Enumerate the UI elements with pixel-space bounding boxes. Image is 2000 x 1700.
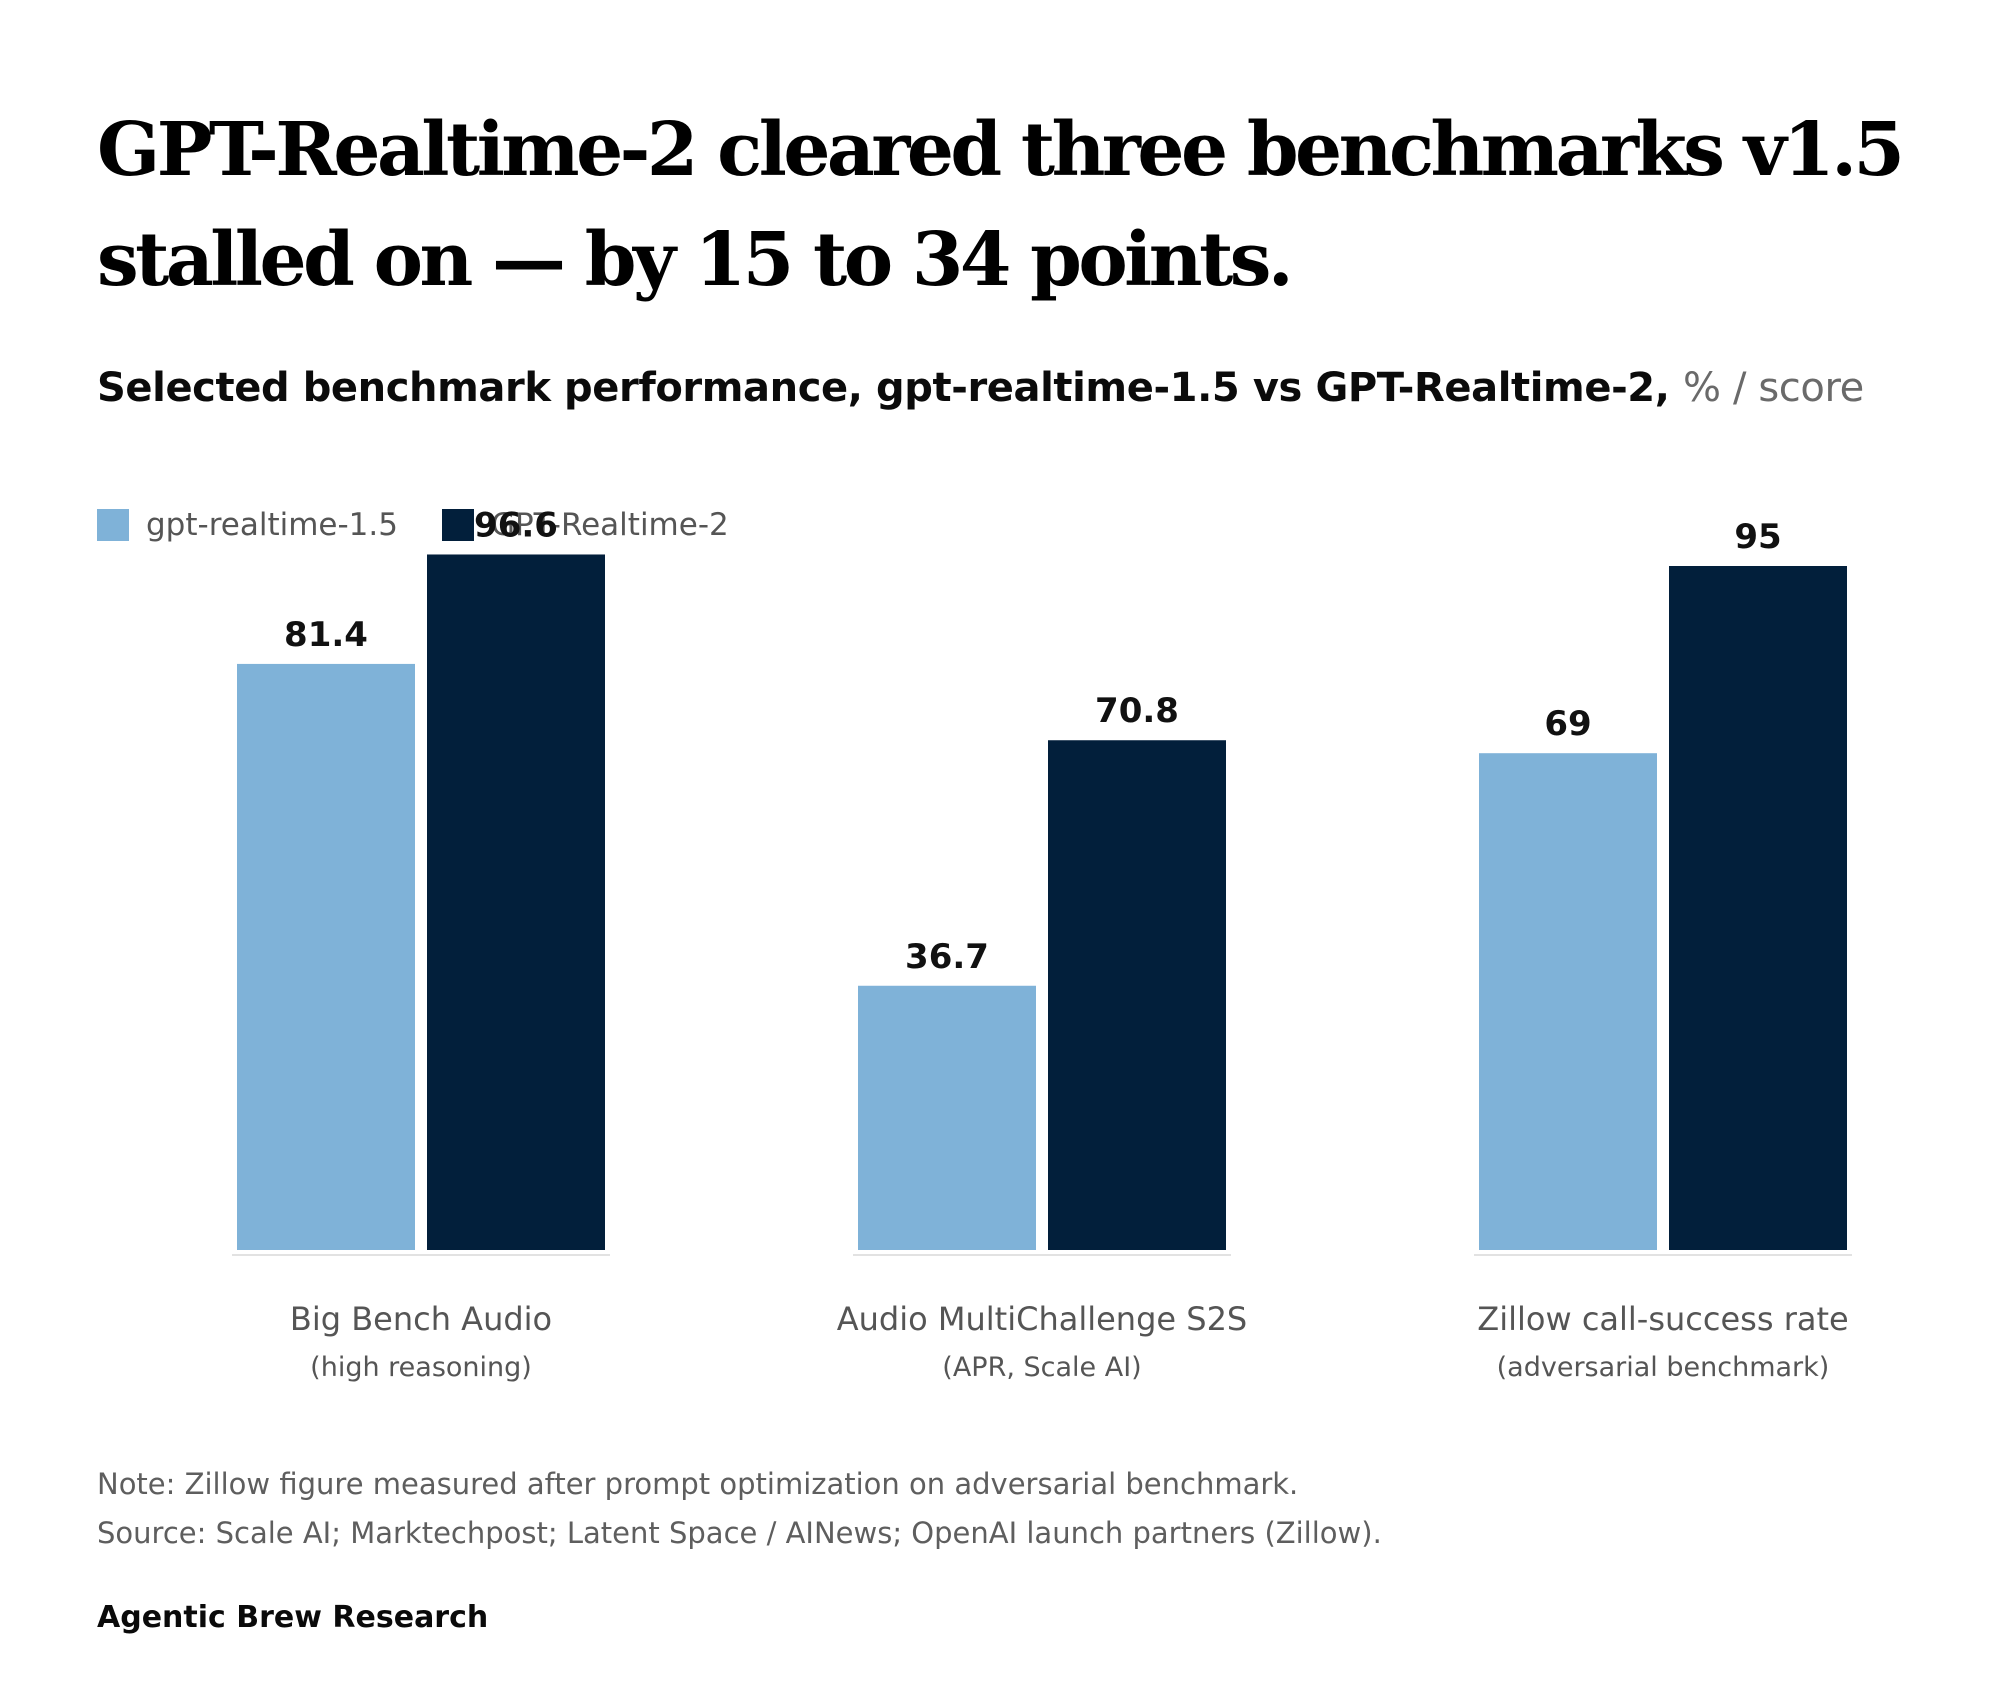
footnote: Note: Zillow figure measured after promp… [97,1460,1382,1558]
legend-label-series-1: gpt-realtime-1.5 [146,507,398,543]
subtitle-units: % / score [1683,365,1864,411]
bar-2-0 [427,554,605,1250]
footnote-source: Source: Scale AI; Marktechpost; Latent S… [97,1516,1382,1550]
data-label-1-0: 81.4 [284,615,368,655]
data-label-1-2: 69 [1544,704,1591,744]
chart-subtitle: Selected benchmark performance, gpt-real… [97,362,1864,414]
category-label-1: Audio MultiChallenge S2S [837,1300,1247,1338]
bar-2-2 [1669,566,1847,1250]
category-sublabel-0: (high reasoning) [310,1352,532,1383]
bar-chart: 81.4 96.6 Big Bench Audio (high reasoning) 3… [232,505,1852,1383]
category-label-2: Zillow call-success rate [1477,1300,1848,1338]
legend-swatch-series-2 [441,509,474,541]
data-label-1-1: 36.7 [905,937,989,977]
bar-2-1 [1048,740,1226,1250]
legend-item-series-2: GPT-Realtime-2 [441,507,729,543]
data-label-2-1: 70.8 [1095,691,1179,731]
legend: gpt-realtime-1.5 GPT-Realtime-2 [97,502,773,548]
legend-item-series-1: gpt-realtime-1.5 [97,507,398,543]
category-sublabel-1: (APR, Scale AI) [942,1352,1141,1383]
bar-1-1 [858,985,1036,1250]
legend-swatch-series-1 [97,509,129,541]
subtitle-main: Selected benchmark performance, gpt-real… [97,365,1670,411]
legend-label-series-2: GPT-Realtime-2 [490,507,729,543]
chart-title: GPT-Realtime-2 cleared three benchmarks … [97,107,1905,303]
category-sublabel-2: (adversarial benchmark) [1497,1352,1830,1383]
data-label-2-0: 96.6 [474,505,558,545]
bar-1-0 [237,663,415,1250]
category-label-0: Big Bench Audio [290,1300,552,1338]
bar-1-2 [1479,753,1657,1250]
brand-credit: Agentic Brew Research [97,1600,489,1635]
footnote-note: Note: Zillow figure measured after promp… [97,1467,1299,1501]
data-label-2-2: 95 [1734,517,1781,557]
